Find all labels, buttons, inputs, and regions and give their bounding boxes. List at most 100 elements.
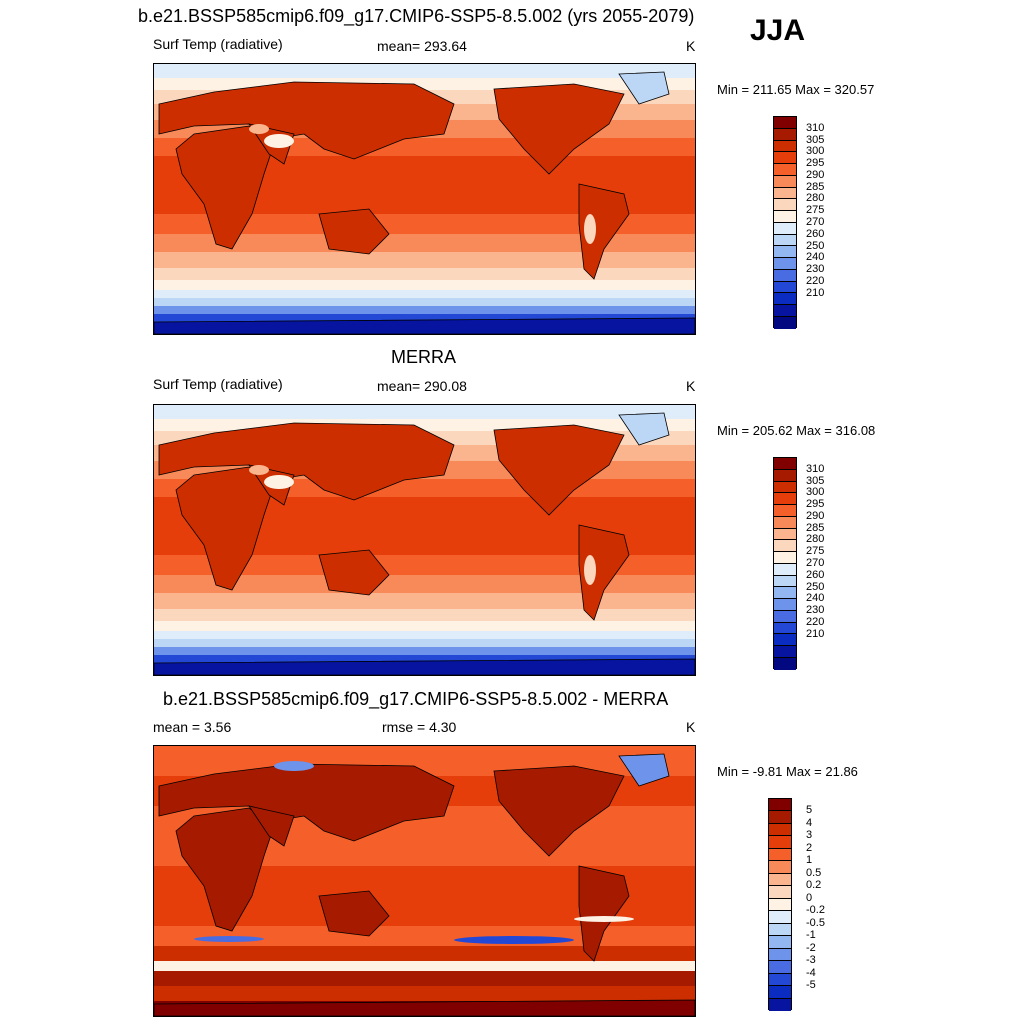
colorbar-tick-label: 275	[806, 545, 825, 558]
colorbar-tick-label: 285	[806, 180, 825, 193]
panel1-map	[153, 63, 696, 335]
continent-outline	[158, 763, 455, 842]
panel2-units-label: K	[686, 378, 696, 394]
continent-outline	[158, 81, 455, 160]
colorbar-swatch	[774, 164, 796, 176]
colorbar-tick-label: -5	[806, 979, 816, 992]
continent-outline	[578, 865, 630, 962]
continent-outline	[493, 83, 625, 175]
panel2-title: MERRA	[391, 347, 457, 367]
map-contour-band	[154, 214, 695, 234]
colorbar-tick-label: 300	[806, 145, 825, 158]
colorbar-tick-label: 250	[806, 580, 825, 593]
continent-outline	[154, 658, 695, 675]
map-contour-band	[154, 655, 695, 665]
colorbar-swatch	[774, 552, 796, 564]
colorbar-tick-label: 0	[806, 891, 813, 904]
map-contour-band	[154, 631, 695, 639]
colorbar-tick-label: 305	[806, 133, 825, 146]
map-feature	[454, 936, 574, 944]
panel3-mean-label: mean = 3.56	[153, 719, 232, 735]
colorbar-swatch	[769, 986, 791, 999]
colorbar-tick-label: 0.2	[806, 879, 822, 892]
colorbar-swatch	[769, 923, 791, 937]
colorbar-swatch	[774, 199, 796, 212]
panel2-map	[153, 404, 696, 676]
continent-outline	[318, 208, 390, 255]
colorbar-swatch	[769, 898, 791, 912]
colorbar-tick-label: 220	[806, 615, 825, 628]
colorbar-swatch	[769, 811, 791, 824]
map-feature	[249, 124, 269, 134]
panel3-colorbar	[768, 798, 792, 1011]
continent-outline	[248, 805, 295, 847]
panel3-title: b.e21.BSSP585cmip6.f09_g17.CMIP6-SSP5-8.…	[163, 689, 669, 709]
colorbar-swatch	[774, 493, 796, 506]
colorbar-tick-label: 240	[806, 251, 825, 264]
colorbar-swatch	[774, 599, 796, 611]
colorbar-tick-label: 270	[806, 216, 825, 228]
colorbar-swatch	[774, 269, 796, 282]
colorbar-swatch	[769, 936, 791, 949]
panel3-map-field	[154, 746, 695, 1016]
map-contour-band	[154, 971, 695, 986]
colorbar-swatch	[769, 848, 791, 862]
colorbar-swatch	[774, 516, 796, 529]
continent-outline	[493, 765, 625, 857]
colorbar-swatch	[774, 317, 796, 329]
colorbar-tick-label: 4	[806, 816, 813, 829]
colorbar-tick-label: 295	[806, 157, 825, 170]
continent-outline	[578, 183, 630, 280]
map-contour-band	[154, 926, 695, 946]
map-contour-band	[154, 298, 695, 306]
map-feature	[249, 465, 269, 475]
colorbar-swatch	[774, 187, 796, 200]
colorbar-swatch	[774, 211, 796, 223]
panel1-colorbar	[773, 116, 797, 329]
colorbar-tick-label: 240	[806, 592, 825, 605]
map-feature	[194, 936, 264, 942]
panel1-mean-label: mean= 293.64	[377, 38, 467, 54]
map-contour-band	[154, 961, 695, 971]
colorbar-swatch	[774, 140, 796, 153]
panel3-units-label: K	[686, 719, 696, 735]
colorbar-tick-label: 2	[806, 841, 813, 854]
colorbar-swatch	[774, 222, 796, 235]
panel2-map-field	[154, 405, 695, 675]
colorbar-swatch	[769, 948, 791, 962]
panel1-map-field	[154, 64, 695, 334]
colorbar-tick-label: 210	[806, 286, 825, 299]
colorbar-swatch	[769, 873, 791, 887]
map-contour-band	[154, 609, 695, 621]
map-contour-band	[154, 268, 695, 280]
map-contour-band	[154, 306, 695, 314]
continent-outline	[493, 424, 625, 516]
colorbar-tick-label: -4	[806, 966, 816, 979]
colorbar-swatch	[774, 234, 796, 247]
map-contour-band	[154, 621, 695, 631]
colorbar-swatch	[769, 836, 791, 849]
colorbar-tick-label: -3	[806, 954, 816, 967]
colorbar-tick-label: 250	[806, 239, 825, 252]
panel2-minmax-label: Min = 205.62 Max = 316.08	[717, 423, 876, 438]
colorbar-tick-label: 5	[806, 804, 813, 817]
colorbar-swatch	[774, 281, 796, 294]
map-contour-band	[154, 314, 695, 324]
colorbar-swatch	[774, 175, 796, 188]
colorbar-tick-label: 305	[806, 474, 825, 487]
colorbar-tick-label: 280	[806, 192, 825, 205]
colorbar-swatch	[774, 540, 796, 553]
colorbar-tick-label: 3	[806, 829, 813, 842]
colorbar-swatch	[774, 658, 796, 670]
colorbar-swatch	[769, 799, 791, 812]
map-contour-band	[154, 639, 695, 647]
colorbar-tick-label: 300	[806, 486, 825, 499]
colorbar-swatch	[774, 128, 796, 141]
panel2-mean-label: mean= 290.08	[377, 378, 467, 394]
panel2-variable-label: Surf Temp (radiative)	[153, 376, 283, 392]
colorbar-swatch	[774, 246, 796, 259]
map-feature	[264, 475, 294, 489]
continent-outline	[318, 890, 390, 937]
colorbar-tick-label: 260	[806, 227, 825, 240]
colorbar-swatch	[769, 973, 791, 987]
